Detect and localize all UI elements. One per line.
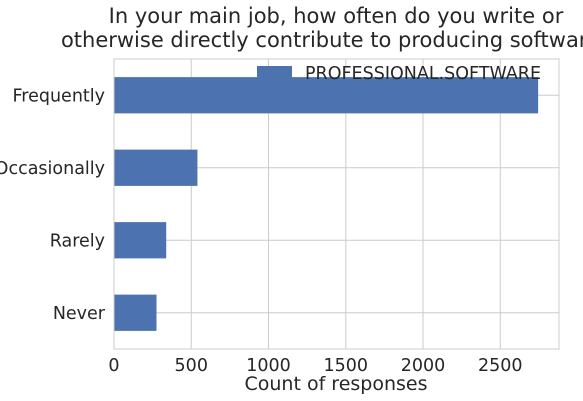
bar-never xyxy=(114,294,157,331)
legend-swatch xyxy=(257,66,292,78)
bar-occasionally xyxy=(114,149,198,186)
bar-rarely xyxy=(114,222,167,259)
x-tick-label: 2000 xyxy=(401,356,446,376)
legend: PROFESSIONAL.SOFTWARE xyxy=(257,64,541,84)
x-tick-label: 2500 xyxy=(478,356,523,376)
plot-frame xyxy=(113,58,560,350)
legend-label: PROFESSIONAL.SOFTWARE xyxy=(305,64,541,84)
x-tick-label: 0 xyxy=(108,356,119,376)
x-tick-label: 500 xyxy=(175,356,208,376)
bar-frequently xyxy=(114,77,539,114)
y-tick-labels: Never Rarely Occasionally Frequently xyxy=(0,86,106,324)
x-tick-label: 1000 xyxy=(246,356,291,376)
y-tick-label-frequently: Frequently xyxy=(12,86,105,106)
bars xyxy=(114,77,539,331)
chart-title-line-1: In your main job, how often do you write… xyxy=(109,4,564,28)
x-tick-label: 1500 xyxy=(323,356,368,376)
x-tick-labels: 0 500 1000 1500 2000 2500 xyxy=(108,356,522,376)
y-tick-label-occasionally: Occasionally xyxy=(0,159,105,179)
chart-title-line-2: otherwise directly contribute to produci… xyxy=(61,28,583,52)
y-tick-label-rarely: Rarely xyxy=(50,231,105,251)
y-tick-label-never: Never xyxy=(53,304,106,324)
x-axis-label: Count of responses xyxy=(244,373,427,395)
